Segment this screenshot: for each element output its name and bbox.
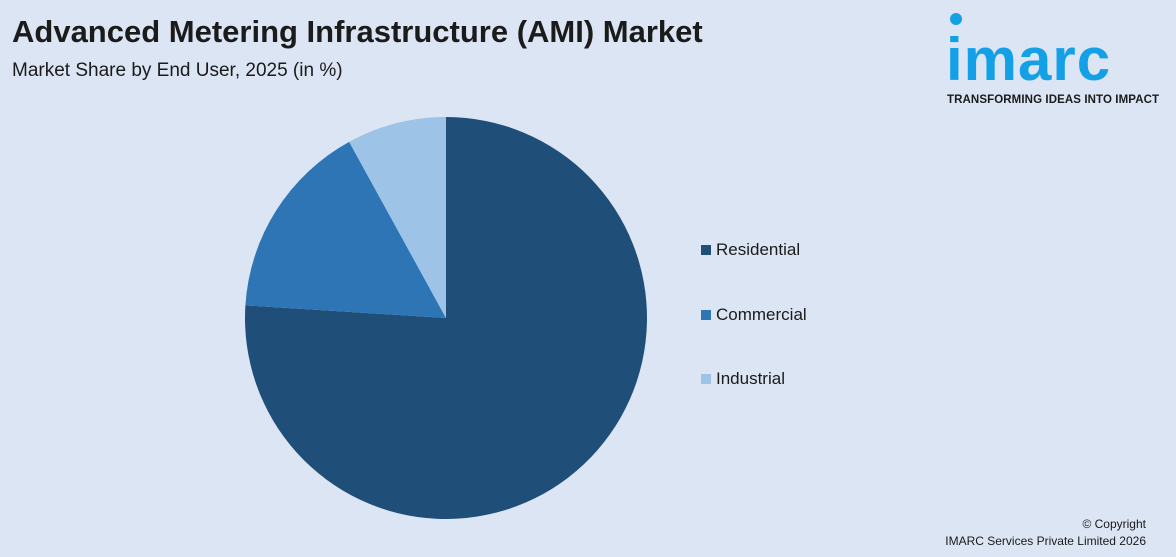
legend-swatch-residential xyxy=(701,245,711,255)
legend-label-commercial: Commercial xyxy=(716,305,807,324)
legend-item-industrial: Industrial xyxy=(701,369,785,389)
legend-label-industrial: Industrial xyxy=(716,369,785,388)
legend-swatch-industrial xyxy=(701,374,711,384)
legend-swatch-commercial xyxy=(701,310,711,320)
footer-copyright: © Copyright IMARC Services Private Limit… xyxy=(945,516,1146,550)
legend-label-residential: Residential xyxy=(716,240,801,259)
logo-dot-icon xyxy=(950,13,962,25)
pie-slice-commercial xyxy=(245,141,446,318)
logo-tagline: TRANSFORMING IDEAS INTO IMPACT xyxy=(947,94,1160,106)
chart-subtitle: Market Share by End User, 2025 (in %) xyxy=(12,60,343,81)
pie-slice-industrial xyxy=(349,117,446,318)
legend-item-commercial: Commercial xyxy=(701,305,807,325)
copyright-label: © Copyright xyxy=(1082,517,1146,531)
copyright-company: IMARC Services Private Limited 2026 xyxy=(945,534,1146,548)
legend-item-residential: Residential xyxy=(701,240,800,260)
logo-wordmark: imarc xyxy=(946,26,1112,93)
chart-title: Advanced Metering Infrastructure (AMI) M… xyxy=(12,14,703,49)
imarc-logo: imarc TRANSFORMING IDEAS INTO IMPACT xyxy=(946,12,1168,108)
